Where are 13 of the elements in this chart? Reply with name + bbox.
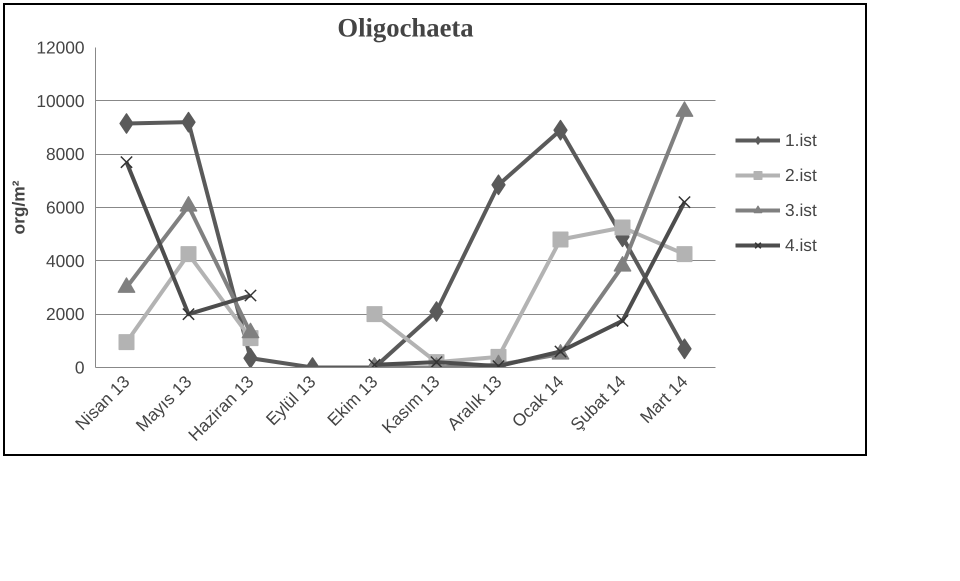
legend-label: 2.ist <box>785 164 817 186</box>
y-tick-label: 6000 <box>46 198 85 218</box>
y-tick-label: 4000 <box>46 250 85 271</box>
y-tick-label: 2000 <box>46 304 85 324</box>
y-tick-label: 0 <box>74 358 85 378</box>
legend-label: 1.ist <box>785 130 817 150</box>
legend-label: 3.ist <box>785 200 817 220</box>
y-tick-label: 8000 <box>46 144 85 164</box>
y-tick-label: 10000 <box>36 90 84 111</box>
y-axis-title: org/m² <box>8 180 28 234</box>
legend-label: 4.ist <box>785 234 817 256</box>
y-tick-label: 12000 <box>36 38 84 58</box>
chart-title: Oligochaeta <box>337 12 474 42</box>
